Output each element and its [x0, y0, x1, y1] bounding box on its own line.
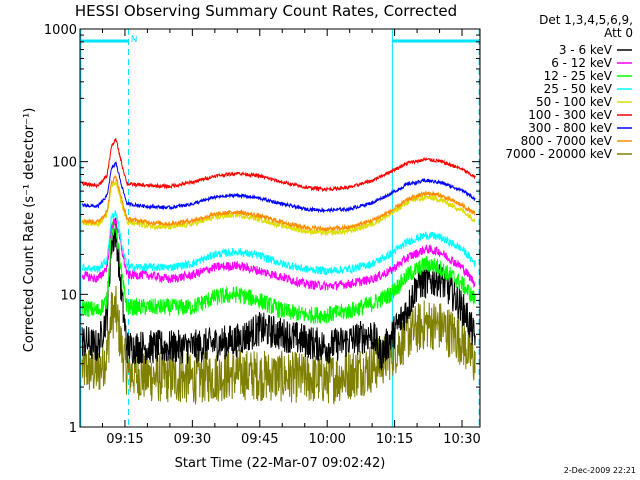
legend-entry-label: 300 - 800 keV [528, 121, 612, 135]
x-tick-label: 09:30 [174, 432, 211, 447]
y-tick-label: 1000 [44, 23, 77, 38]
y-tick-label: 1 [69, 421, 77, 436]
y-tick-label: 100 [52, 156, 77, 171]
saa-flag-label: N [131, 35, 138, 45]
flag-layer: N [80, 29, 480, 427]
legend-entry-label: 6 - 12 keV [551, 56, 613, 70]
legend-header-attenuator: Att 0 [604, 26, 633, 40]
legend-entry-label: 3 - 6 keV [559, 43, 613, 57]
series-line [81, 217, 476, 371]
y-axis-label: Corrected Count Rate (s⁻¹ detector⁻¹) [22, 108, 37, 353]
x-tick-label: 10:30 [443, 432, 480, 447]
legend-entry-label: 7000 - 20000 keV [505, 147, 612, 161]
legend-entry-label: 12 - 25 keV [544, 69, 613, 83]
series-line [81, 180, 476, 237]
legend-entry-label: 800 - 7000 keV [521, 134, 613, 148]
legend-entry-label: 100 - 300 keV [528, 108, 612, 122]
footer-date: 2-Dec-2009 22:21 [564, 466, 636, 475]
plot-frame [79, 28, 481, 428]
x-tick-label: 10:15 [376, 432, 413, 447]
series-line [81, 218, 476, 292]
series-line [81, 138, 476, 193]
legend-entry-label: 50 - 100 keV [536, 95, 613, 109]
legend-header-detectors: Det 1,3,4,5,6,9, [539, 13, 633, 27]
legend-entry-label: 25 - 50 keV [544, 82, 613, 96]
series-line [81, 285, 476, 405]
series-line [81, 161, 476, 214]
y-tick-label: 10 [60, 288, 77, 303]
chart-title: HESSI Observing Summary Count Rates, Cor… [75, 2, 457, 20]
x-tick-label: 09:45 [241, 432, 278, 447]
series-layer [81, 138, 476, 405]
axis-layer: 09:15 09:30 09:45 10:00 10:15 10:30 1 10 100 1000 [44, 23, 481, 447]
series-line [81, 210, 476, 276]
x-axis-label: Start Time (22-Mar-07 09:02:42) [175, 456, 386, 471]
x-tick-label: 09:15 [106, 432, 143, 447]
series-line [81, 218, 476, 326]
series-line [81, 174, 476, 232]
x-tick-label: 10:00 [308, 432, 345, 447]
